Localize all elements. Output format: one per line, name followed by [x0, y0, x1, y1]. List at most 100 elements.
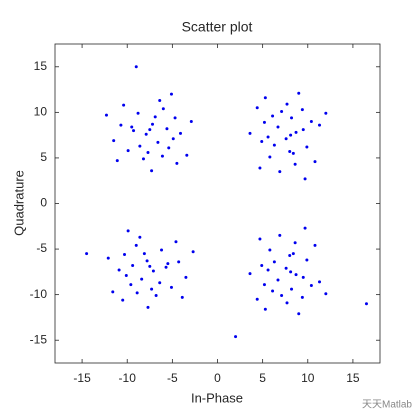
point: [174, 240, 178, 244]
point: [305, 145, 309, 149]
point: [260, 263, 264, 267]
x-tick-label: 10: [301, 371, 315, 385]
point: [106, 256, 110, 260]
y-axis-label: Quadrature: [11, 170, 26, 236]
point: [301, 275, 305, 279]
point: [167, 146, 171, 150]
point: [260, 140, 264, 144]
x-axis-label: In-Phase: [191, 390, 243, 405]
point: [161, 107, 165, 111]
point: [131, 263, 135, 267]
point: [158, 281, 162, 285]
point: [191, 250, 195, 254]
point: [124, 274, 128, 278]
x-tick-label: -15: [73, 371, 91, 385]
x-tick-label: 0: [214, 371, 221, 385]
point: [300, 108, 304, 112]
point: [234, 335, 238, 339]
point: [276, 125, 280, 129]
point: [117, 268, 121, 272]
point: [284, 266, 288, 270]
point: [288, 253, 292, 257]
point: [132, 129, 136, 133]
point: [309, 119, 313, 123]
point: [142, 252, 146, 256]
point: [324, 292, 328, 296]
point: [271, 289, 275, 293]
point: [138, 144, 142, 148]
point: [144, 132, 148, 136]
point: [258, 237, 262, 241]
point: [156, 140, 160, 144]
point: [285, 301, 289, 305]
point: [175, 161, 179, 165]
x-tick-label: 5: [259, 371, 266, 385]
point: [160, 248, 164, 252]
point: [171, 137, 175, 141]
point: [150, 169, 154, 173]
point: [266, 135, 270, 139]
plot-frame: [54, 43, 381, 364]
point: [166, 262, 170, 266]
point: [303, 177, 307, 181]
point: [119, 123, 123, 127]
point: [248, 131, 252, 135]
point: [294, 273, 298, 277]
point: [151, 122, 154, 126]
point: [364, 302, 368, 306]
y-tick-label: 15: [34, 59, 48, 73]
point: [289, 133, 293, 137]
point: [130, 125, 134, 129]
point: [165, 127, 169, 131]
point: [111, 290, 115, 294]
point: [280, 109, 284, 113]
point: [146, 305, 150, 309]
point: [138, 235, 142, 239]
point: [297, 91, 301, 95]
point: [285, 102, 289, 106]
point: [122, 103, 126, 107]
point: [115, 159, 119, 163]
y-tick-label: 0: [40, 196, 47, 210]
point: [262, 283, 266, 287]
y-tick-label: -10: [30, 287, 48, 301]
point: [126, 149, 130, 153]
point: [288, 150, 292, 154]
point: [313, 243, 317, 247]
point: [153, 115, 157, 119]
y-tick-label: -15: [30, 332, 48, 346]
point: [151, 269, 155, 273]
point: [268, 248, 272, 252]
point: [305, 258, 309, 262]
x-tick-label: 15: [346, 371, 360, 385]
point: [263, 307, 267, 311]
point: [177, 260, 181, 264]
point: [255, 106, 259, 110]
point: [173, 116, 177, 120]
point: [184, 275, 188, 279]
point: [140, 277, 144, 281]
watermark: 天天Matlab: [362, 400, 412, 411]
point: [290, 287, 294, 291]
point: [291, 252, 295, 256]
point: [134, 65, 138, 69]
x-tick-label: -5: [167, 371, 178, 385]
point: [324, 111, 328, 115]
y-tick-label: 5: [40, 150, 47, 164]
point: [126, 229, 130, 233]
x-tick-label: -10: [119, 371, 137, 385]
point: [294, 130, 298, 134]
point: [148, 264, 152, 268]
point: [271, 114, 275, 118]
y-tick-label: -5: [36, 241, 47, 255]
point: [318, 280, 322, 284]
point: [146, 150, 150, 154]
point: [178, 131, 182, 135]
point: [276, 278, 280, 282]
point: [301, 128, 305, 132]
point: [112, 139, 116, 143]
point: [134, 243, 138, 247]
point: [135, 291, 139, 295]
point: [278, 233, 282, 237]
